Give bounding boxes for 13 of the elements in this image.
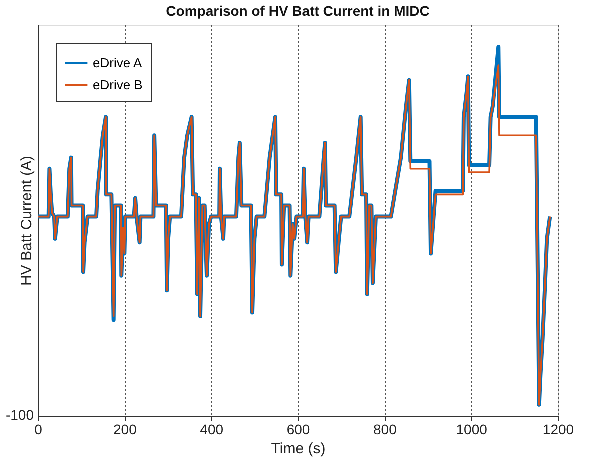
x-tick-label: 1000: [456, 422, 488, 438]
x-tick-label: 600: [286, 422, 310, 438]
legend-label: eDrive A: [93, 56, 142, 70]
text: -100: [6, 407, 34, 423]
x-axis-title: Time (s): [271, 440, 326, 458]
legend-label: eDrive B: [93, 78, 143, 92]
x-tick-label: 1200: [542, 422, 574, 438]
x-tick-label: 200: [113, 422, 138, 438]
y-axis-title: HV Batt Current (A): [18, 156, 36, 286]
x-tick-label: 800: [373, 422, 398, 438]
x-tick-label: 0: [34, 422, 43, 438]
chart-title: Comparison of HV Batt Current in MIDC: [166, 3, 430, 19]
x-tick-label: 400: [200, 422, 224, 438]
